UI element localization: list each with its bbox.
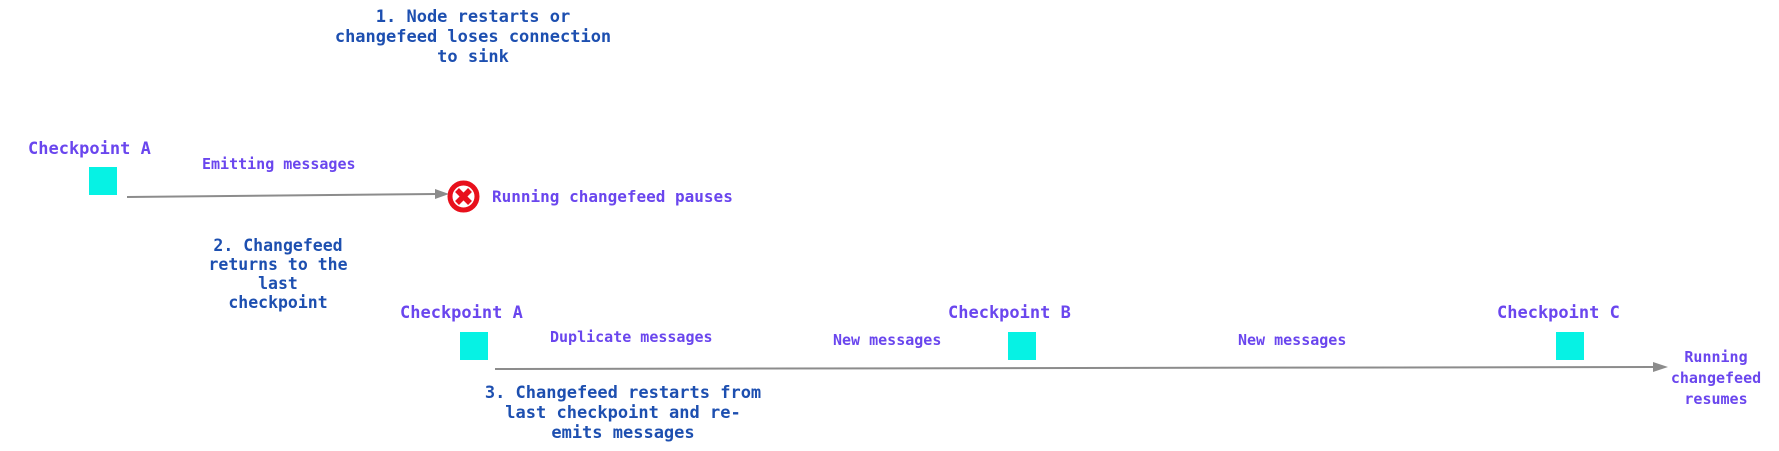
resume-event-label: Running changefeed resumes [1670,348,1762,408]
step-2-note: 2. Changefeed returns to the last checkp… [208,236,348,312]
timeline-top-arrow [126,189,449,199]
timeline-bottom-arrow [494,362,1668,372]
step-3-note: 3. Changefeed restarts from last checkpo… [484,383,762,443]
checkpoint-a-top-marker [89,167,117,195]
duplicate-messages-label: Duplicate messages [550,328,713,346]
checkpoint-a-bottom-label: Checkpoint A [400,303,523,323]
checkpoint-b-label: Checkpoint B [948,303,1071,323]
emitting-messages-label: Emitting messages [202,155,356,173]
new-messages-label-2: New messages [1238,331,1347,349]
circled-x-icon [447,180,480,213]
checkpoint-a-bottom-marker [460,332,488,360]
pause-event-label: Running changefeed pauses [492,187,733,206]
checkpoint-c-marker [1556,332,1584,360]
checkpoint-b-marker [1008,332,1036,360]
step-1-note: 1. Node restarts or changefeed loses con… [334,7,612,67]
checkpoint-c-label: Checkpoint C [1497,303,1620,323]
checkpoint-a-top-label: Checkpoint A [28,139,151,159]
new-messages-label-1: New messages [833,331,942,349]
